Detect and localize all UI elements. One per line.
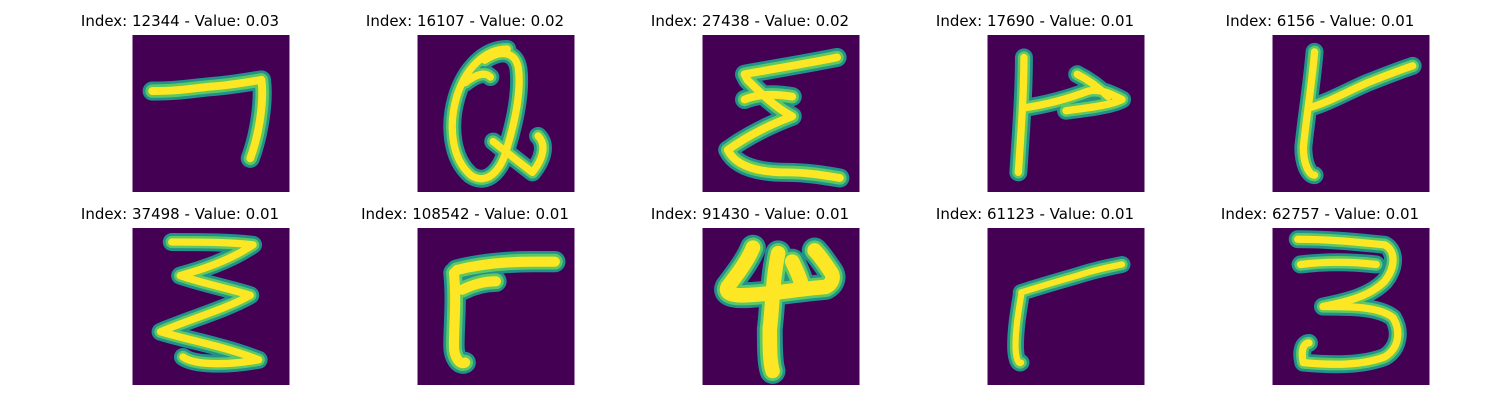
panel-1: Index: 12344 - Value: 0.03 <box>30 0 330 192</box>
digit-image <box>417 35 575 192</box>
panel-title: Index: 6156 - Value: 0.01 <box>1225 12 1415 30</box>
panel-title: Index: 61123 - Value: 0.01 <box>935 205 1135 223</box>
digit-image <box>987 228 1145 385</box>
panel-10: Index: 62757 - Value: 0.01 <box>1170 193 1470 385</box>
panel-4: Index: 17690 - Value: 0.01 <box>885 0 1185 192</box>
digit-image <box>702 228 860 385</box>
panel-title: Index: 108542 - Value: 0.01 <box>361 205 569 223</box>
panel-title: Index: 17690 - Value: 0.01 <box>935 12 1135 30</box>
digit-image <box>132 35 290 192</box>
panel-8: Index: 91430 - Value: 0.01 <box>600 193 900 385</box>
panel-5: Index: 6156 - Value: 0.01 <box>1170 0 1470 192</box>
digit-image <box>132 228 290 385</box>
digit-image <box>1272 228 1430 385</box>
panel-3: Index: 27438 - Value: 0.02 <box>600 0 900 192</box>
panel-title: Index: 62757 - Value: 0.01 <box>1220 205 1420 223</box>
panel-title: Index: 16107 - Value: 0.02 <box>365 12 565 30</box>
digit-image <box>417 228 575 385</box>
panel-title: Index: 12344 - Value: 0.03 <box>80 12 280 30</box>
digit-image <box>702 35 860 192</box>
digit-image <box>1272 35 1430 192</box>
panel-title: Index: 37498 - Value: 0.01 <box>80 205 280 223</box>
panel-6: Index: 37498 - Value: 0.01 <box>30 193 330 385</box>
panel-title: Index: 91430 - Value: 0.01 <box>650 205 850 223</box>
panel-9: Index: 61123 - Value: 0.01 <box>885 193 1185 385</box>
panel-2: Index: 16107 - Value: 0.02 <box>315 0 615 192</box>
digit-image <box>987 35 1145 192</box>
panel-7: Index: 108542 - Value: 0.01 <box>315 193 615 385</box>
panel-title: Index: 27438 - Value: 0.02 <box>650 12 850 30</box>
